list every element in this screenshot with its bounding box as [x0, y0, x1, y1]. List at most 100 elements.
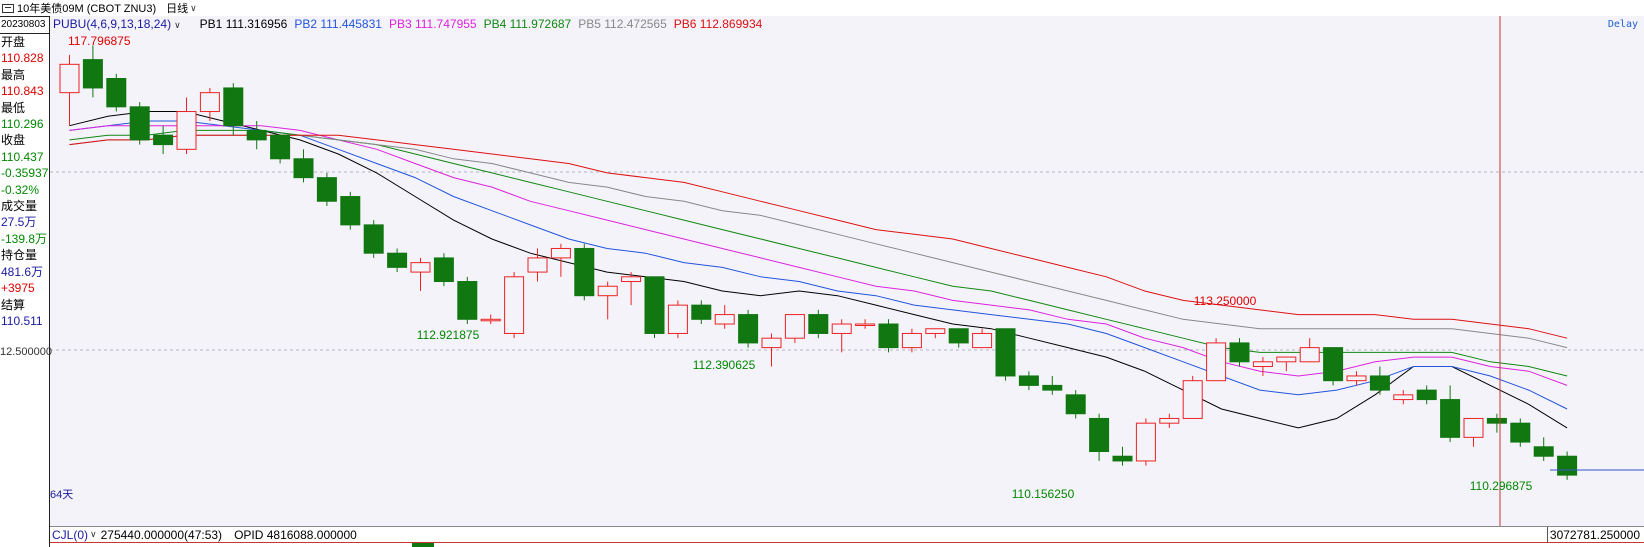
indicator-name[interactable]: PUBU(4,6,9,13,18,24) ∨: [53, 17, 188, 31]
candle: [1416, 385, 1437, 405]
window-icon[interactable]: [2, 3, 14, 13]
candle-body: [714, 314, 735, 325]
candle-body: [761, 337, 782, 349]
candle: [1206, 338, 1227, 382]
quote-field: 110.843: [1, 84, 44, 99]
volume-value: 275440.000000(47:53): [100, 527, 223, 542]
chevron-down-icon: ∨: [90, 529, 97, 539]
candle: [574, 243, 595, 301]
candle: [1018, 371, 1039, 391]
candle-body: [480, 318, 501, 322]
candle-body: [808, 314, 829, 334]
candle: [1463, 417, 1484, 447]
candlestick-chart[interactable]: 117.796875 112.921875 112.390625 113.250000…: [50, 16, 1644, 526]
quote-field: 开盘: [1, 35, 26, 49]
price-annotation: 110.156250: [1012, 487, 1075, 501]
candle-body: [644, 276, 665, 334]
candle-body: [363, 224, 384, 254]
quote-field: -0.35937: [1, 166, 49, 181]
quote-field: 最高: [1, 67, 26, 82]
candle: [948, 328, 969, 348]
candle-body: [667, 304, 688, 334]
candle: [550, 243, 571, 277]
candle-body: [1206, 342, 1227, 382]
candle-body: [1276, 356, 1297, 363]
candle: [270, 134, 291, 164]
candle: [1276, 356, 1297, 372]
quote-field: 27.5万: [1, 215, 37, 230]
candle-body: [410, 262, 431, 273]
candle: [1323, 347, 1344, 386]
opid-value: OPID 4816088.000000: [234, 527, 357, 542]
candle-body: [1510, 422, 1531, 443]
chart-area[interactable]: 117.796875 112.921875 112.390625 113.250000…: [50, 16, 1644, 526]
indicator-value-1: PB1 111.316956: [199, 17, 288, 31]
candle: [129, 102, 150, 145]
candle-body: [1065, 394, 1086, 415]
candle: [1393, 390, 1414, 405]
candle-body: [925, 328, 946, 334]
candle-body: [1486, 417, 1507, 424]
candle: [691, 300, 712, 325]
candle: [293, 149, 314, 183]
candle-body: [270, 134, 291, 160]
candle: [925, 328, 946, 339]
candle: [1065, 390, 1086, 419]
ma-line-pb2: [69, 120, 1568, 410]
candle-body: [1393, 394, 1414, 401]
candle: [1440, 385, 1461, 443]
quote-field: -139.8万: [1, 231, 48, 246]
period-selector[interactable]: 日线 ∨: [166, 0, 197, 16]
candle: [761, 333, 782, 367]
candle: [316, 172, 337, 206]
price-annotation: 110.296875: [1470, 479, 1533, 493]
indicator-value-2: PB2 111.445831: [294, 17, 382, 31]
indicator-value-5: PB5 112.472565: [578, 17, 667, 31]
candle: [1135, 418, 1156, 466]
quote-field: 成交量: [1, 199, 38, 214]
candle: [1533, 437, 1554, 461]
candle: [457, 276, 478, 325]
volume-axis-value: 3072781.250000: [1546, 527, 1640, 543]
candle-body: [1463, 417, 1484, 438]
candle: [223, 83, 244, 136]
candle-body: [1089, 417, 1110, 453]
candle-body: [504, 276, 525, 334]
candle: [621, 272, 642, 306]
candle-body: [387, 252, 408, 268]
volume-indicator-name: CJL(0): [52, 527, 89, 542]
candle: [784, 314, 805, 343]
candle-body: [831, 323, 852, 334]
candle: [1486, 413, 1507, 433]
candle-body: [106, 77, 127, 108]
indicator-value-4: PB4 111.972687: [483, 17, 572, 31]
candle: [667, 300, 688, 339]
candle: [82, 45, 103, 98]
candle-body: [1135, 422, 1156, 462]
candle-body: [597, 285, 618, 297]
candle: [1510, 418, 1531, 447]
candle: [1299, 338, 1320, 363]
candle-body: [82, 59, 103, 89]
candle-body: [1018, 375, 1039, 386]
candle-body: [153, 134, 174, 146]
candle: [1252, 357, 1273, 376]
quote-field: 收盘: [1, 133, 26, 148]
candle-body: [948, 328, 969, 344]
candle: [1369, 366, 1390, 395]
candle: [1112, 446, 1133, 466]
candle-body: [1323, 347, 1344, 382]
candle: [106, 73, 127, 112]
quote-field: -0.32%: [1, 182, 40, 197]
candle: [738, 309, 759, 348]
candle-body: [550, 247, 571, 259]
candle: [878, 319, 899, 353]
candle-body: [878, 323, 899, 349]
candle-body: [691, 304, 712, 320]
candle-body: [1299, 347, 1320, 363]
volume-panel-strip: [50, 542, 1644, 547]
candle: [995, 328, 1016, 381]
candle: [808, 309, 829, 339]
indicator-legend: PUBU(4,6,9,13,18,24) ∨ PB1 111.316956 PB2 1…: [50, 16, 769, 32]
volume-indicator-selector[interactable]: CJL(0) ∨: [50, 528, 97, 542]
